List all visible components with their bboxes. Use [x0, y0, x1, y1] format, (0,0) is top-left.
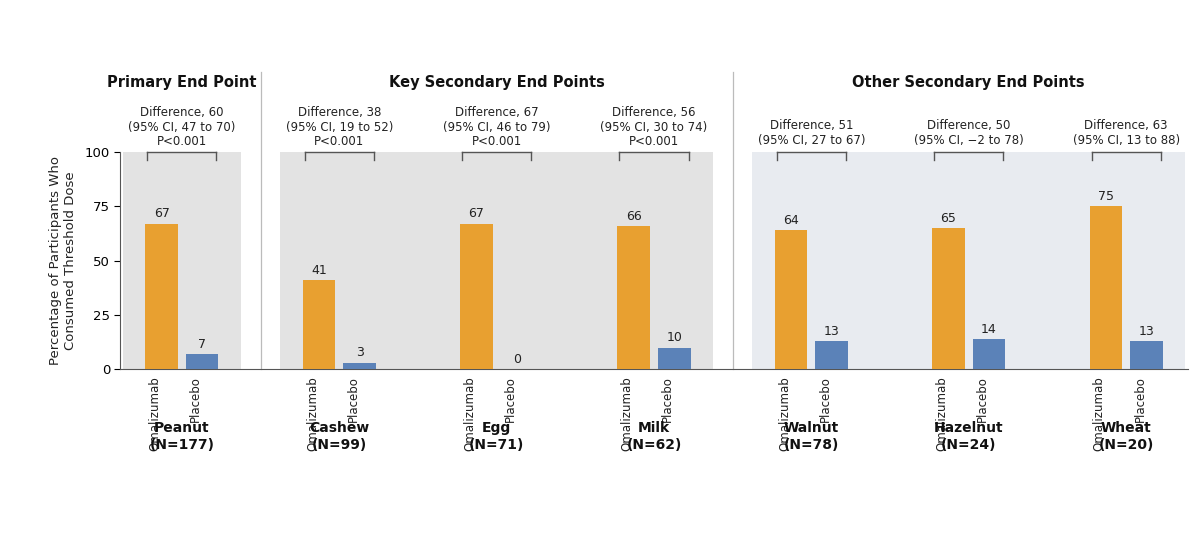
Text: 0: 0: [512, 353, 521, 366]
Text: Placebo: Placebo: [976, 376, 989, 421]
Text: 3: 3: [355, 346, 364, 359]
Bar: [775, 230, 808, 369]
Text: P<0.001: P<0.001: [314, 135, 365, 148]
Text: 65: 65: [941, 212, 956, 225]
Text: (95% CI, 13 to 88): (95% CI, 13 to 88): [1073, 134, 1180, 147]
Text: Difference, 56: Difference, 56: [612, 106, 696, 119]
Text: 64: 64: [784, 214, 799, 227]
Text: Egg
(N=71): Egg (N=71): [469, 421, 524, 452]
Y-axis label: Percentage of Participants Who
Consumed Threshold Dose: Percentage of Participants Who Consumed …: [49, 156, 77, 365]
Text: Omalizumab: Omalizumab: [149, 376, 162, 451]
Text: 75: 75: [1098, 190, 1114, 203]
Text: Primary End Point: Primary End Point: [107, 75, 257, 90]
Text: P<0.001: P<0.001: [157, 135, 208, 148]
Text: Peanut
(N=177): Peanut (N=177): [150, 421, 215, 452]
Text: Difference, 63: Difference, 63: [1085, 119, 1168, 132]
Text: (95% CI, 46 to 79): (95% CI, 46 to 79): [443, 121, 551, 134]
Text: 41: 41: [311, 264, 326, 277]
Bar: [1090, 206, 1122, 369]
Bar: [816, 341, 848, 369]
Bar: [1130, 341, 1163, 369]
Text: Omalizumab: Omalizumab: [936, 376, 948, 451]
Text: Walnut
(N=78): Walnut (N=78): [784, 421, 839, 452]
Text: Difference, 51: Difference, 51: [769, 119, 853, 132]
Bar: [658, 348, 690, 369]
Text: Key Secondary End Points: Key Secondary End Points: [389, 75, 605, 90]
Text: Difference, 60: Difference, 60: [140, 106, 223, 119]
Text: (95% CI, 47 to 70): (95% CI, 47 to 70): [128, 121, 235, 134]
Text: (95% CI, 30 to 74): (95% CI, 30 to 74): [600, 121, 708, 134]
Text: Omalizumab: Omalizumab: [463, 376, 476, 451]
Bar: [343, 363, 376, 369]
Text: Placebo: Placebo: [504, 376, 517, 421]
Bar: [973, 339, 1006, 369]
Bar: [618, 226, 650, 369]
Text: 14: 14: [982, 323, 997, 336]
Bar: [302, 280, 335, 369]
Text: Omalizumab: Omalizumab: [306, 376, 319, 451]
Text: Omalizumab: Omalizumab: [1093, 376, 1105, 451]
Bar: [186, 354, 218, 369]
Bar: [124, 152, 241, 369]
Text: 67: 67: [468, 207, 485, 220]
Text: 7: 7: [198, 338, 206, 351]
Text: P<0.001: P<0.001: [629, 135, 679, 148]
Text: Omalizumab: Omalizumab: [778, 376, 791, 451]
Text: Difference, 50: Difference, 50: [928, 119, 1010, 132]
Bar: [145, 224, 178, 369]
Text: Hazelnut
(N=24): Hazelnut (N=24): [934, 421, 1003, 452]
Bar: [281, 152, 713, 369]
Text: 13: 13: [823, 325, 840, 338]
Text: 10: 10: [666, 331, 683, 344]
Text: Wheat
(N=20): Wheat (N=20): [1098, 421, 1153, 452]
Text: 67: 67: [154, 207, 169, 220]
Text: (95% CI, 19 to 52): (95% CI, 19 to 52): [286, 121, 392, 134]
Text: Omalizumab: Omalizumab: [620, 376, 634, 451]
Text: Milk
(N=62): Milk (N=62): [626, 421, 682, 452]
Text: Placebo: Placebo: [347, 376, 360, 421]
Text: 66: 66: [626, 210, 642, 223]
Text: Placebo: Placebo: [818, 376, 832, 421]
Text: Difference, 67: Difference, 67: [455, 106, 539, 119]
Text: Difference, 38: Difference, 38: [298, 106, 380, 119]
Text: Other Secondary End Points: Other Secondary End Points: [852, 75, 1085, 90]
Bar: [932, 228, 965, 369]
Text: 13: 13: [1139, 325, 1154, 338]
Text: Placebo: Placebo: [190, 376, 203, 421]
Text: (95% CI, −2 to 78): (95% CI, −2 to 78): [914, 134, 1024, 147]
Text: Placebo: Placebo: [1133, 376, 1146, 421]
Bar: [752, 152, 1184, 369]
Text: P<0.001: P<0.001: [472, 135, 522, 148]
Bar: [460, 224, 492, 369]
Text: Placebo: Placebo: [661, 376, 674, 421]
Text: Cashew
(N=99): Cashew (N=99): [310, 421, 370, 452]
Text: (95% CI, 27 to 67): (95% CI, 27 to 67): [757, 134, 865, 147]
